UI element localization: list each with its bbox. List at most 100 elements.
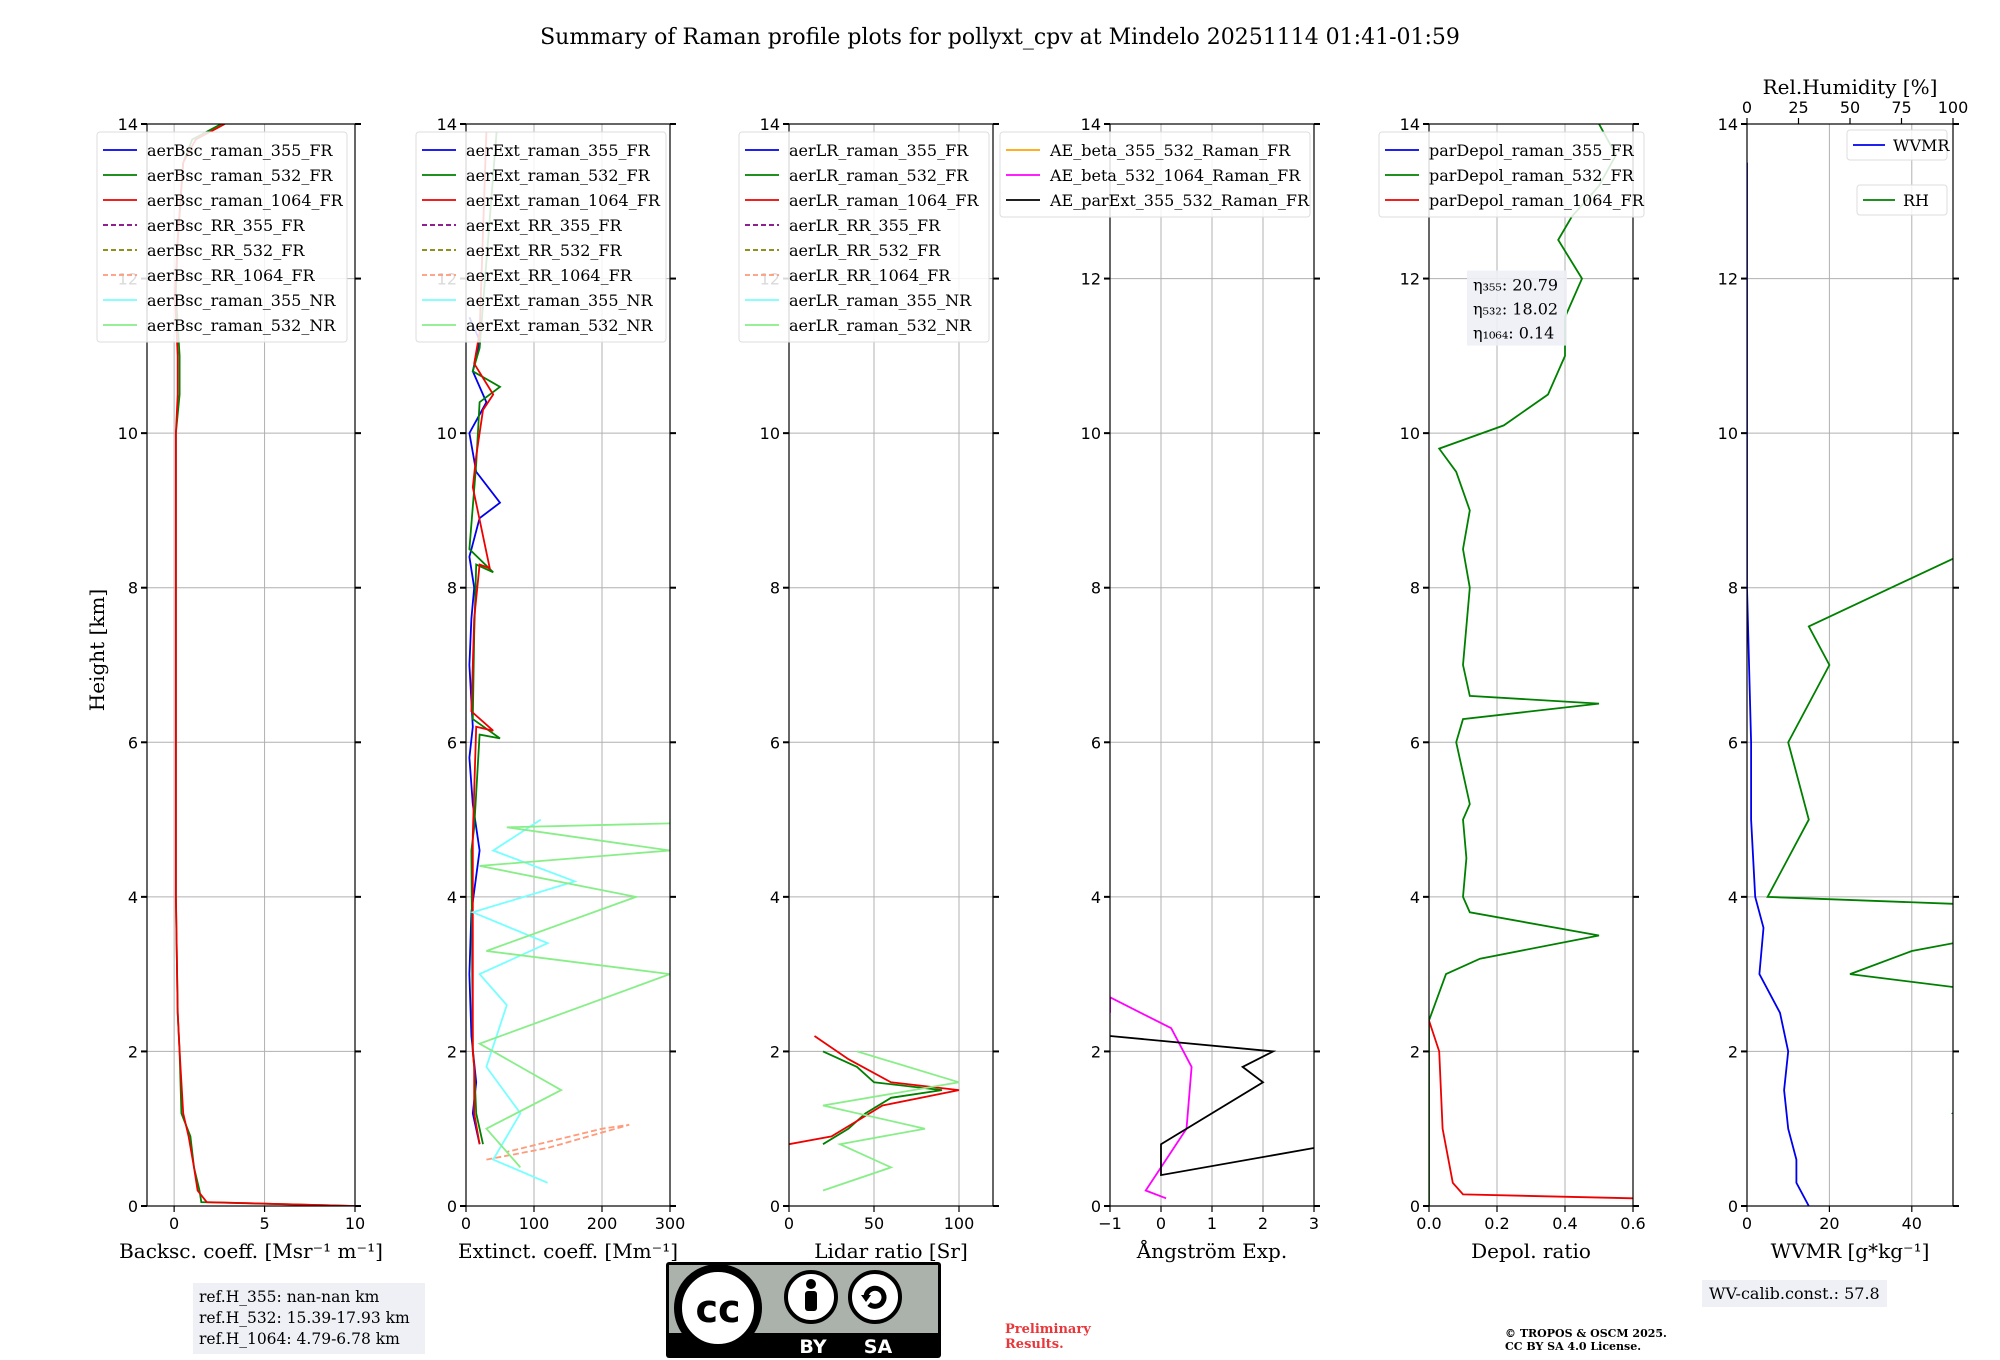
x-tick-label: 50 [864,1214,884,1233]
y-tick-label: 10 [1400,424,1420,443]
series-group [1429,124,1633,1206]
x-axis-label: Lidar ratio [Sr] [814,1239,968,1263]
x-tick-label: 0 [461,1214,471,1233]
y-axis-label: Height [km] [85,589,109,711]
series-aerLR_raman_1064_FR [789,1035,960,1146]
preliminary-note: Preliminary Results. [1005,1322,1091,1352]
y-tick-label: 6 [1091,733,1101,752]
copyright-line-2: CC BY SA 4.0 License. [1505,1340,1642,1353]
series-parDepol_raman_1064_FR [1429,1020,1633,1200]
legend-box [738,131,990,343]
y-tick-label: 2 [1091,1042,1101,1061]
y-tick-label: 0 [128,1197,138,1216]
legend-label: parDepol_raman_1064_FR [1429,191,1645,210]
x-tick-label: 5 [259,1214,269,1233]
legend-label: AE_beta_355_532_Raman_FR [1049,141,1291,160]
legend-label: aerExt_RR_532_FR [466,241,623,260]
x-axis-label: Extinct. coeff. [Mm⁻¹] [458,1239,678,1263]
x-tick-label: 200 [587,1214,618,1233]
y-tick-label: 14 [760,115,780,134]
legend: aerExt_raman_355_FR aerExt_raman_532_FRae… [415,131,667,343]
legend-label: aerExt_RR_1064_FR [466,266,633,285]
ref-1064: ref.H_1064: 4.79-6.78 km [199,1330,400,1348]
series-group [1747,162,1953,1206]
series-group [1110,996,1314,1200]
x-tick-label: 20 [1819,1214,1839,1233]
panel-bsc: 024681012140510Backsc. coeff. [Msr⁻¹ m⁻¹… [96,115,383,1263]
legend-label: aerLR_RR_355_FR [789,216,941,235]
y-tick-label: 2 [1410,1042,1420,1061]
legend-box [1846,129,1948,161]
y-tick-label: 4 [770,888,780,907]
x-tick-label: 0.0 [1416,1214,1441,1233]
y-tick-label: 4 [1728,888,1738,907]
cc-logo-icon [674,1264,762,1352]
axes-frame [788,123,994,1207]
legend-label: aerExt_raman_355_NR [466,291,654,310]
y-tick-label: 2 [770,1042,780,1061]
cc-license-badge: cc BY SA [666,1262,941,1358]
legend-label: aerLR_raman_355_FR [789,141,969,160]
cc-by-label: BY [799,1336,826,1358]
series-parDepol_raman_532_FR [1429,124,1618,1206]
x2-tick-label: 0 [1742,98,1752,117]
axes-frame [1428,123,1634,1207]
legend-box [96,131,348,343]
y-tick-label: 12 [1400,270,1420,289]
legend-box [1856,184,1948,216]
y-tick-label: 14 [1400,115,1420,134]
ref-532: ref.H_532: 15.39-17.93 km [199,1309,410,1327]
cc-logo-text: cc [695,1287,740,1331]
legend: aerBsc_raman_355_FR aerBsc_raman_532_FRae… [96,131,348,343]
series-aerExt_RR_1064_FR [486,1123,630,1161]
x-tick-label: 10 [345,1214,365,1233]
axes-frame [1746,123,1954,1207]
legend-label: aerExt_raman_1064_FR [466,191,661,210]
eta-box [1467,270,1567,346]
y-tick-label: 6 [770,733,780,752]
legend-box [1378,131,1645,218]
series-group [789,1035,960,1192]
x2-tick-label: 75 [1891,98,1911,117]
legend-box [999,131,1311,218]
legend-box [415,131,667,343]
y-tick-label: 6 [1410,733,1420,752]
series-aerExt_raman_532_NR [477,822,670,1168]
series-AE_beta_532_1064_Raman_FR [1110,996,1193,1200]
x-tick-label: 40 [1902,1214,1922,1233]
y-tick-label: 14 [1718,115,1738,134]
y-tick-label: 10 [1081,424,1101,443]
y-tick-label: 2 [1728,1042,1738,1061]
legend-label: aerLR_raman_1064_FR [789,191,979,210]
y-tick-label: 10 [118,424,138,443]
figure-title: Summary of Raman profile plots for polly… [540,25,1460,50]
legend: aerLR_raman_355_FR aerLR_raman_532_FR aerL… [738,131,990,343]
x-tick-label: 0 [784,1214,794,1233]
x-tick-label: 0 [169,1214,179,1233]
x-tick-label: 300 [655,1214,686,1233]
legend-label: aerExt_raman_355_FR [466,141,651,160]
series-AE_parExt_355_532_Raman_FR [1110,1035,1314,1177]
y-tick-label: 8 [128,579,138,598]
axes-frame [146,123,356,1207]
legend-label: aerExt_RR_355_FR [466,216,623,235]
legend-label: aerExt_raman_532_NR [466,316,654,335]
copyright-line-1: © TROPOS & OSCM 2025. [1505,1327,1667,1340]
legend-label: aerLR_RR_532_FR [789,241,941,260]
x2-tick-label: 100 [1938,98,1969,117]
legend-label: aerBsc_RR_532_FR [147,241,305,260]
x2-tick-label: 25 [1788,98,1808,117]
legend-label: parDepol_raman_355_FR [1429,141,1635,160]
y-tick-label: 0 [1728,1197,1738,1216]
legend-label: AE_beta_532_1064_Raman_FR [1049,166,1301,185]
y-tick-label: 8 [1728,579,1738,598]
legend-label: aerBsc_RR_355_FR [147,216,305,235]
y-tick-label: 4 [1410,888,1420,907]
x2-axis-label: Rel.Humidity [%] [1763,75,1938,99]
y-tick-label: 0 [1091,1197,1101,1216]
series-aerExt_raman_355_FR [468,316,502,1145]
y-tick-label: 2 [128,1042,138,1061]
reference-height-box: ref.H_355: nan-nan km ref.H_532: 15.39-1… [193,1283,425,1354]
